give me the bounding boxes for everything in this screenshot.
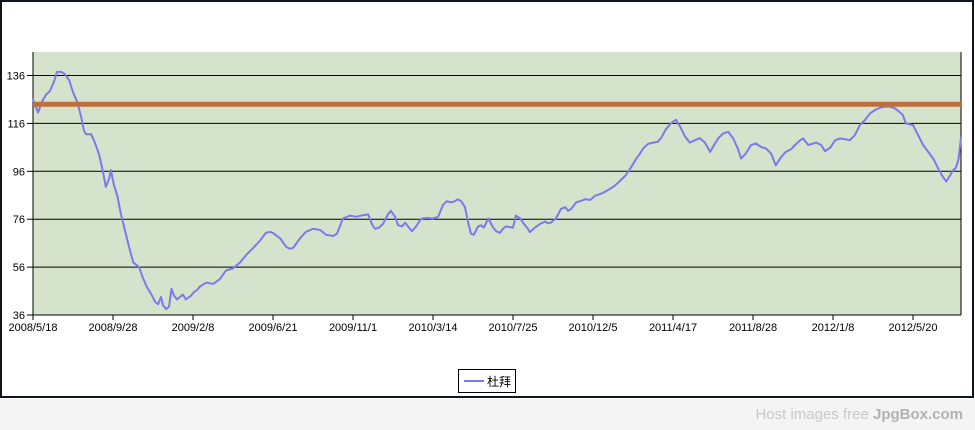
x-tick-label: 2009/11/1 xyxy=(329,322,377,334)
x-tick-label: 2008/9/28 xyxy=(89,322,138,334)
x-tick-label: 2009/2/8 xyxy=(172,322,215,334)
plot-area xyxy=(33,52,961,315)
y-tick-label: 116 xyxy=(7,118,25,130)
watermark-text: Host images free xyxy=(755,406,873,423)
x-tick-label: 2010/3/14 xyxy=(409,322,458,334)
y-tick-label: 56 xyxy=(13,262,25,274)
hosting-footer: Host images free JpgBox.com xyxy=(0,399,975,430)
x-tick-label: 2010/12/5 xyxy=(569,322,618,334)
legend: 杜拜 xyxy=(458,369,516,393)
y-tick-label: 36 xyxy=(13,310,25,322)
series-line-dubai xyxy=(32,70,962,310)
x-tick-label: 2010/7/25 xyxy=(489,322,538,334)
watermark-brand: JpgBox.com xyxy=(872,406,963,423)
x-tick-label: 2012/5/20 xyxy=(889,322,938,334)
legend-series-label: 杜拜 xyxy=(487,374,512,389)
legend-line-sample xyxy=(464,380,484,382)
y-tick-label: 96 xyxy=(13,166,25,178)
x-tick-label: 2011/4/17 xyxy=(649,322,697,334)
x-tick-label: 2012/1/8 xyxy=(812,322,855,334)
x-tick-label: 2011/8/28 xyxy=(729,322,777,334)
y-tick-label: 136 xyxy=(7,71,25,83)
y-tick-label: 76 xyxy=(13,214,25,226)
x-tick-label: 2009/6/21 xyxy=(249,322,298,334)
x-tick-label: 2008/5/18 xyxy=(9,322,58,334)
